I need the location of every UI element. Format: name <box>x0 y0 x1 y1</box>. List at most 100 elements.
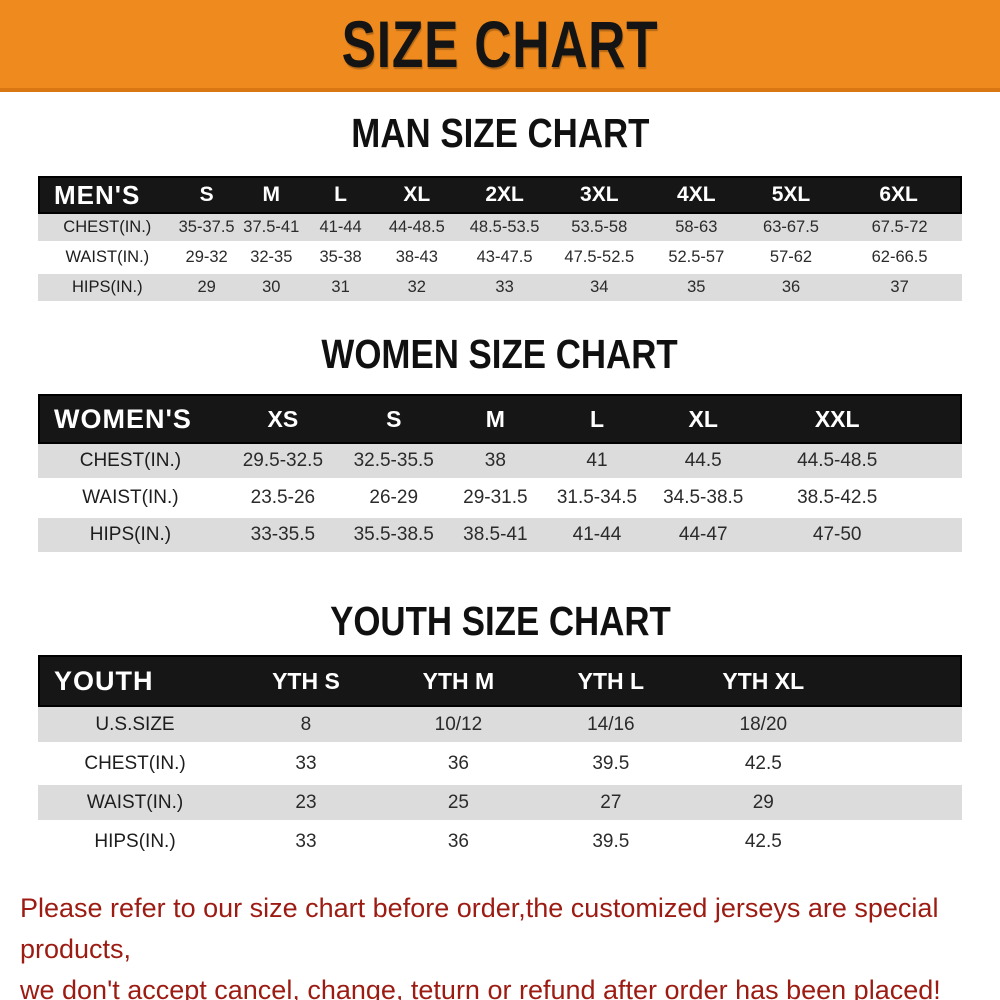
table-header-cell: 6XL <box>837 176 962 214</box>
men-table-header-row: MEN'S S M L XL 2XL 3XL 4XL 5XL 6XL <box>38 176 962 214</box>
value-cell: 41-44 <box>546 518 648 555</box>
value-cell: 31 <box>305 274 376 304</box>
value-cell: 27 <box>536 785 685 824</box>
table-header-cell: M <box>444 394 547 444</box>
value-cell: 30 <box>236 274 306 304</box>
youth-table-row: U.S.SIZE 8 10/12 14/16 18/20 <box>38 707 962 746</box>
value-cell: 47-50 <box>758 518 916 555</box>
table-header-cell: 4XL <box>647 176 745 214</box>
row-label-cell: HIPS(IN.) <box>38 274 177 304</box>
value-cell: 38.5-42.5 <box>758 481 916 518</box>
value-cell: 36 <box>744 274 838 304</box>
value-cell: 38 <box>444 444 547 481</box>
table-header-cell: YTH S <box>232 655 380 707</box>
row-label-cell: CHEST(IN.) <box>38 214 177 244</box>
value-cell: 33 <box>232 824 380 863</box>
value-cell: 35-38 <box>305 244 376 274</box>
row-label-cell: WAIST(IN.) <box>38 244 177 274</box>
value-cell: 41 <box>546 444 648 481</box>
table-header-cell: MEN'S <box>38 176 177 214</box>
men-table-row: CHEST(IN.) 35-37.5 37.5-41 41-44 44-48.5 48.5… <box>38 214 962 244</box>
value-cell: 48.5-53.5 <box>458 214 551 244</box>
value-cell: 14/16 <box>536 707 685 746</box>
value-cell: 33 <box>232 746 380 785</box>
men-table-row: WAIST(IN.) 29-32 32-35 35-38 38-43 43-47.5 47.… <box>38 244 962 274</box>
value-cell: 36 <box>379 824 537 863</box>
section-heading-text: WOMEN SIZE CHART <box>321 331 679 377</box>
men-size-table: MEN'S S M L XL 2XL 3XL 4XL 5XL 6XL CHEST(IN.) 35-37… <box>38 176 962 304</box>
value-cell: 43-47.5 <box>458 244 551 274</box>
table-header-cell: YTH M <box>379 655 537 707</box>
youth-table-row: HIPS(IN.) 33 36 39.5 42.5 <box>38 824 962 863</box>
value-cell: 8 <box>232 707 380 746</box>
men-table-row: HIPS(IN.) 29 30 31 32 33 34 35 36 37 <box>38 274 962 304</box>
value-cell: 36 <box>379 746 537 785</box>
youth-table-header-row: YOUTH YTH S YTH M YTH L YTH XL <box>38 655 962 707</box>
youth-size-table: YOUTH YTH S YTH M YTH L YTH XL U.S.SIZE 8 10/12… <box>38 655 962 863</box>
value-cell: 23 <box>232 785 380 824</box>
value-cell: 29 <box>684 785 842 824</box>
value-cell: 44.5-48.5 <box>758 444 916 481</box>
row-label-cell: CHEST(IN.) <box>38 746 233 785</box>
table-header-cell: 2XL <box>458 176 551 214</box>
youth-table-row: WAIST(IN.) 23 25 27 29 <box>38 785 962 824</box>
women-table-row: HIPS(IN.) 33-35.5 35.5-38.5 38.5-41 41-44 44-… <box>38 518 962 555</box>
value-cell-empty <box>841 824 962 863</box>
value-cell: 42.5 <box>684 746 842 785</box>
value-cell: 33 <box>458 274 551 304</box>
value-cell: 37 <box>837 274 962 304</box>
table-header-cell: L <box>546 394 648 444</box>
table-header-cell: L <box>305 176 376 214</box>
row-label-cell: WAIST(IN.) <box>38 481 223 518</box>
value-cell: 29 <box>176 274 237 304</box>
section-heading-women: WOMEN SIZE CHART <box>0 334 1000 375</box>
value-cell: 58-63 <box>647 214 745 244</box>
value-cell: 35.5-38.5 <box>342 518 445 555</box>
table-header-cell: M <box>236 176 306 214</box>
value-cell-empty <box>915 444 962 481</box>
row-label-cell: HIPS(IN.) <box>38 518 223 555</box>
value-cell: 25 <box>379 785 537 824</box>
value-cell: 23.5-26 <box>222 481 343 518</box>
value-cell: 39.5 <box>536 746 685 785</box>
value-cell: 44-47 <box>647 518 759 555</box>
banner: SIZE CHART <box>0 0 1000 92</box>
table-header-cell: YTH L <box>536 655 685 707</box>
value-cell: 29-32 <box>176 244 237 274</box>
table-header-cell: XXL <box>758 394 916 444</box>
table-header-cell: WOMEN'S <box>38 394 223 444</box>
value-cell: 62-66.5 <box>837 244 962 274</box>
youth-table-row: CHEST(IN.) 33 36 39.5 42.5 <box>38 746 962 785</box>
table-header-cell: XL <box>647 394 759 444</box>
table-header-cell: 3XL <box>550 176 648 214</box>
section-heading-text: YOUTH SIZE CHART <box>329 598 671 644</box>
value-cell: 52.5-57 <box>647 244 745 274</box>
section-heading-text: MAN SIZE CHART <box>350 110 650 156</box>
table-header-cell: S <box>342 394 445 444</box>
value-cell-empty <box>841 785 962 824</box>
value-cell: 38-43 <box>375 244 459 274</box>
row-label-cell: U.S.SIZE <box>38 707 233 746</box>
row-label-cell: WAIST(IN.) <box>38 785 233 824</box>
value-cell: 38.5-41 <box>444 518 547 555</box>
value-cell: 44-48.5 <box>375 214 459 244</box>
banner-title: SIZE CHART <box>341 7 659 81</box>
row-label-cell: HIPS(IN.) <box>38 824 233 863</box>
women-size-table: WOMEN'S XS S M L XL XXL CHEST(IN.) 29.5-32.5 32.5… <box>38 394 962 555</box>
value-cell: 31.5-34.5 <box>546 481 648 518</box>
value-cell: 32.5-35.5 <box>342 444 445 481</box>
table-header-cell-empty <box>841 655 962 707</box>
value-cell-empty <box>841 746 962 785</box>
row-label-cell: CHEST(IN.) <box>38 444 223 481</box>
value-cell: 67.5-72 <box>837 214 962 244</box>
footer-line-1: Please refer to our size chart before or… <box>20 893 939 964</box>
value-cell: 18/20 <box>684 707 842 746</box>
women-table-header-row: WOMEN'S XS S M L XL XXL <box>38 394 962 444</box>
value-cell: 32 <box>375 274 459 304</box>
value-cell: 26-29 <box>342 481 445 518</box>
table-header-cell: YOUTH <box>38 655 233 707</box>
value-cell-empty <box>841 707 962 746</box>
value-cell: 42.5 <box>684 824 842 863</box>
value-cell: 41-44 <box>305 214 376 244</box>
table-header-cell: XS <box>222 394 343 444</box>
